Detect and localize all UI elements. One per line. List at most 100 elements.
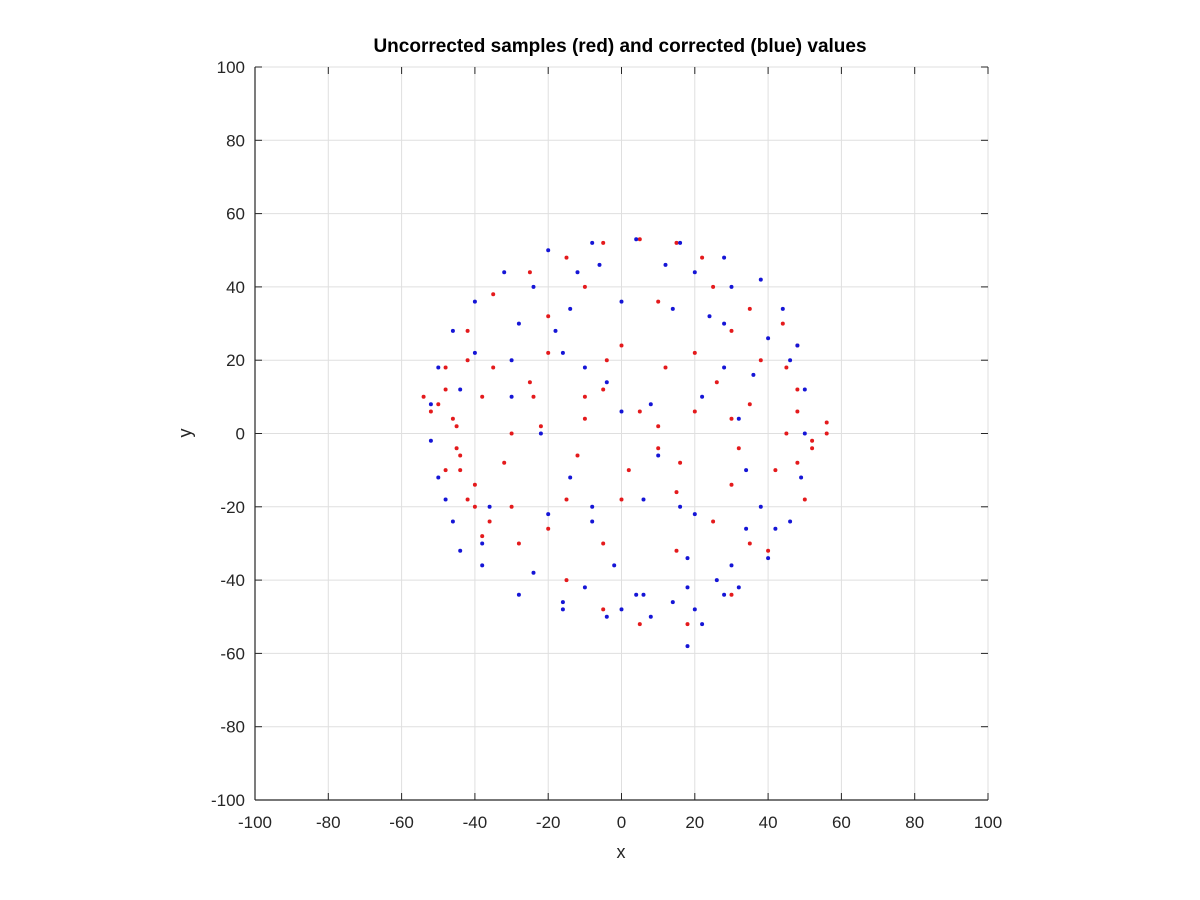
data-point	[729, 284, 734, 289]
data-point	[516, 592, 521, 597]
tick-labels: -100 -80 -60 -40 -20 0 20 40 60 80 100 -100 -80 -60 -4…	[211, 58, 1002, 832]
data-point	[714, 578, 719, 583]
data-point	[637, 409, 642, 414]
data-point	[729, 416, 734, 421]
data-point	[491, 365, 496, 370]
data-point	[656, 299, 661, 304]
data-point	[637, 622, 642, 627]
data-point	[582, 284, 587, 289]
data-point	[421, 394, 426, 399]
data-point	[465, 497, 470, 502]
data-point	[480, 394, 485, 399]
data-point	[758, 277, 763, 282]
data-point	[810, 438, 815, 443]
data-point	[780, 321, 785, 326]
data-point	[700, 394, 705, 399]
data-point	[502, 460, 507, 465]
data-point	[707, 314, 712, 319]
data-point	[601, 387, 606, 392]
data-point	[443, 365, 448, 370]
data-point	[692, 350, 697, 355]
data-point	[436, 475, 441, 480]
data-point	[546, 350, 551, 355]
data-point	[766, 548, 771, 553]
data-point	[736, 585, 741, 590]
data-point	[553, 328, 558, 333]
data-point	[538, 431, 543, 436]
data-point	[692, 512, 697, 517]
data-point	[472, 504, 477, 509]
data-point	[619, 299, 624, 304]
data-point	[656, 453, 661, 458]
data-point	[641, 592, 646, 597]
data-point	[670, 306, 675, 311]
data-point	[487, 504, 492, 509]
y-tick-label: 100	[217, 58, 245, 77]
data-point	[604, 380, 609, 385]
data-point	[612, 563, 617, 568]
x-tick-label: 40	[759, 813, 778, 832]
data-point	[564, 578, 569, 583]
data-point	[656, 446, 661, 451]
data-point	[674, 240, 679, 245]
y-tick-label: 40	[226, 278, 245, 297]
data-point	[458, 453, 463, 458]
data-point	[538, 424, 543, 429]
x-tick-label: -60	[389, 813, 414, 832]
data-point	[509, 504, 514, 509]
y-tick-label: 20	[226, 351, 245, 370]
data-point	[824, 420, 829, 425]
data-point	[601, 541, 606, 546]
data-point	[663, 262, 668, 267]
data-point	[531, 284, 536, 289]
data-point	[458, 548, 463, 553]
data-point	[729, 328, 734, 333]
data-point	[582, 585, 587, 590]
data-point	[648, 402, 653, 407]
data-point	[692, 409, 697, 414]
y-tick-label: -20	[220, 498, 245, 517]
data-point	[443, 387, 448, 392]
data-point	[575, 453, 580, 458]
data-point	[751, 372, 756, 377]
data-point	[546, 512, 551, 517]
data-point	[458, 468, 463, 473]
data-point	[450, 328, 455, 333]
data-point	[810, 446, 815, 451]
data-point	[619, 343, 624, 348]
data-point	[685, 556, 690, 561]
data-point	[472, 299, 477, 304]
x-tick-label: 80	[905, 813, 924, 832]
x-tick-label: 100	[974, 813, 1002, 832]
data-point	[472, 350, 477, 355]
data-point	[546, 526, 551, 531]
data-point	[454, 446, 459, 451]
axes	[254, 66, 989, 801]
y-tick-label: 60	[226, 205, 245, 224]
data-point	[590, 504, 595, 509]
data-point	[516, 541, 521, 546]
data-point	[560, 600, 565, 605]
data-point	[802, 497, 807, 502]
data-point	[648, 614, 653, 619]
data-point	[575, 270, 580, 275]
data-point	[722, 321, 727, 326]
data-point	[747, 306, 752, 311]
y-tick-label: 0	[236, 425, 245, 444]
data-point	[590, 240, 595, 245]
data-point	[678, 504, 683, 509]
x-tick-label: -100	[238, 813, 272, 832]
data-point	[747, 541, 752, 546]
data-point	[824, 431, 829, 436]
data-point	[788, 519, 793, 524]
data-point	[480, 563, 485, 568]
data-point	[487, 519, 492, 524]
data-point	[436, 365, 441, 370]
data-point	[560, 607, 565, 612]
data-point	[802, 431, 807, 436]
data-point	[568, 306, 573, 311]
data-point	[527, 380, 532, 385]
data-point	[795, 343, 800, 348]
data-point	[509, 358, 514, 363]
data-point	[685, 585, 690, 590]
